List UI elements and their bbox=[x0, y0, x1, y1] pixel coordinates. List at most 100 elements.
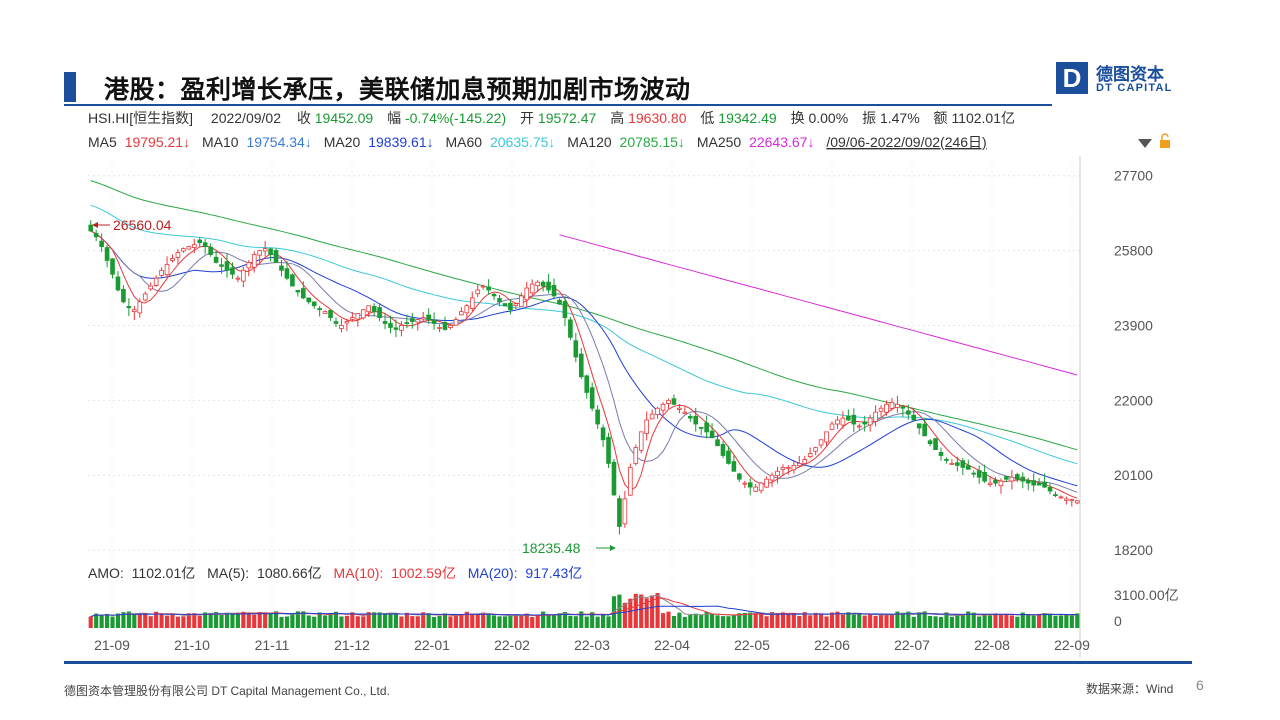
amount-label: 额 bbox=[934, 110, 948, 126]
candle-body bbox=[982, 472, 987, 482]
candle-body bbox=[568, 319, 573, 338]
volume-bar bbox=[497, 616, 502, 628]
candle-body bbox=[508, 302, 513, 311]
volume-bar bbox=[840, 614, 845, 628]
candle-body bbox=[181, 248, 186, 252]
logo-chinese-name: 德图资本 bbox=[1096, 65, 1164, 85]
logo-english-name: DT CAPITAL bbox=[1096, 82, 1173, 94]
volume-bar bbox=[873, 616, 878, 628]
candle-body bbox=[1064, 498, 1069, 501]
candle-body bbox=[960, 460, 966, 468]
volume-bar bbox=[846, 612, 851, 628]
volume-bar bbox=[464, 611, 469, 628]
candle-body bbox=[971, 472, 977, 475]
volume-bar bbox=[99, 615, 104, 628]
candle-body bbox=[976, 470, 982, 478]
ma250-line bbox=[559, 234, 1078, 376]
volume-bar bbox=[323, 615, 328, 628]
svg-text:HSI.HI[恒生指数] 2022/09/02: HSI.HI[恒生指数] 2022/09/02 收 19452.09 幅 -0.… bbox=[88, 110, 1015, 126]
volume-bar bbox=[829, 612, 835, 628]
volume-bar bbox=[377, 612, 382, 628]
stock-chart-svg[interactable]: HSI.HI[恒生指数] 2022/09/02 收 19452.09 幅 -0.… bbox=[64, 106, 1192, 662]
volume-bar bbox=[143, 613, 148, 628]
volume-bar bbox=[1042, 613, 1047, 628]
ma250-label: MA250 bbox=[697, 134, 742, 150]
ma20-value: 19839.61↓ bbox=[368, 134, 433, 150]
candle-body bbox=[491, 293, 497, 297]
volume-bar bbox=[328, 613, 333, 628]
volume-bar bbox=[579, 611, 584, 628]
volume-bar bbox=[366, 612, 371, 628]
candle-body bbox=[873, 411, 878, 422]
close-label: 收 bbox=[297, 110, 311, 126]
ma120-label: MA120 bbox=[567, 134, 612, 150]
x-tick-label: 22-02 bbox=[494, 637, 530, 653]
stock-chart[interactable]: HSI.HI[恒生指数] 2022/09/02 收 19452.09 幅 -0.… bbox=[64, 106, 1192, 662]
candle-body bbox=[796, 463, 802, 467]
candle-body bbox=[355, 313, 361, 320]
amplitude-value: 1.47% bbox=[880, 110, 920, 126]
candle-body bbox=[317, 308, 322, 311]
volume-bar bbox=[584, 616, 589, 628]
volume-bar bbox=[530, 617, 535, 628]
candle-body bbox=[589, 387, 595, 409]
volume-bar bbox=[426, 613, 431, 628]
volume-bar bbox=[399, 616, 404, 628]
candle-body bbox=[606, 436, 611, 464]
volume-bar bbox=[263, 612, 268, 628]
logo-mark-icon: D bbox=[1056, 62, 1088, 94]
volume-bar bbox=[775, 614, 780, 628]
volume-bar bbox=[704, 612, 709, 628]
candle-body bbox=[535, 281, 540, 287]
symbol-label: HSI.HI[恒生指数] bbox=[88, 110, 193, 126]
ma120-value: 20785.15↓ bbox=[620, 134, 685, 150]
candle-body bbox=[93, 233, 99, 238]
volume-bar bbox=[164, 615, 170, 628]
volume-bar bbox=[290, 613, 295, 628]
vol-ma10-label: MA(10): bbox=[334, 565, 384, 581]
volume-bar bbox=[137, 614, 142, 628]
volume-bar bbox=[393, 613, 399, 628]
volume-bar bbox=[1004, 614, 1009, 628]
candle-body bbox=[1020, 476, 1026, 482]
candle-body bbox=[540, 281, 546, 287]
volume-bar bbox=[1020, 612, 1025, 628]
volume-bar bbox=[252, 614, 257, 628]
lock-icon[interactable] bbox=[1160, 133, 1170, 148]
open-label: 开 bbox=[520, 110, 534, 126]
candle-body bbox=[191, 244, 197, 248]
volume-bar bbox=[693, 613, 698, 628]
ma20-line bbox=[90, 230, 1078, 487]
volume-bar bbox=[442, 613, 448, 628]
range-dropdown-icon[interactable] bbox=[1138, 139, 1152, 148]
candle-body bbox=[148, 285, 153, 290]
y-tick-label: 22000 bbox=[1114, 392, 1153, 408]
ma10-label: MA10 bbox=[202, 134, 239, 150]
volume-bars bbox=[88, 592, 1080, 628]
candle-body bbox=[393, 327, 399, 330]
candle-body bbox=[464, 305, 470, 314]
candle-body bbox=[856, 425, 862, 428]
volume-bar bbox=[819, 613, 824, 628]
volume-bar bbox=[644, 598, 649, 628]
candle-body bbox=[459, 311, 464, 316]
high-annotation: 26560.04 bbox=[92, 217, 172, 233]
volume-bar bbox=[851, 614, 856, 628]
volume-bar bbox=[350, 612, 355, 628]
candle-body bbox=[895, 403, 900, 408]
volume-bar bbox=[938, 616, 944, 628]
high-annotation-label: 26560.04 bbox=[113, 217, 172, 233]
candle-body bbox=[1025, 480, 1031, 484]
candle-body bbox=[737, 473, 742, 480]
x-tick-label: 21-11 bbox=[255, 637, 290, 653]
volume-bar bbox=[453, 615, 458, 628]
volume-bar bbox=[181, 616, 186, 628]
vol-ma20-value: 917.43亿 bbox=[525, 565, 582, 581]
candle-body bbox=[502, 303, 508, 307]
candle-body bbox=[486, 286, 491, 291]
x-tick-label: 22-09 bbox=[1054, 637, 1090, 653]
volume-bar bbox=[710, 613, 715, 628]
y-tick-label: 20100 bbox=[1114, 467, 1153, 483]
y-tick-label: 18200 bbox=[1114, 542, 1153, 558]
volume-bar bbox=[633, 593, 638, 628]
